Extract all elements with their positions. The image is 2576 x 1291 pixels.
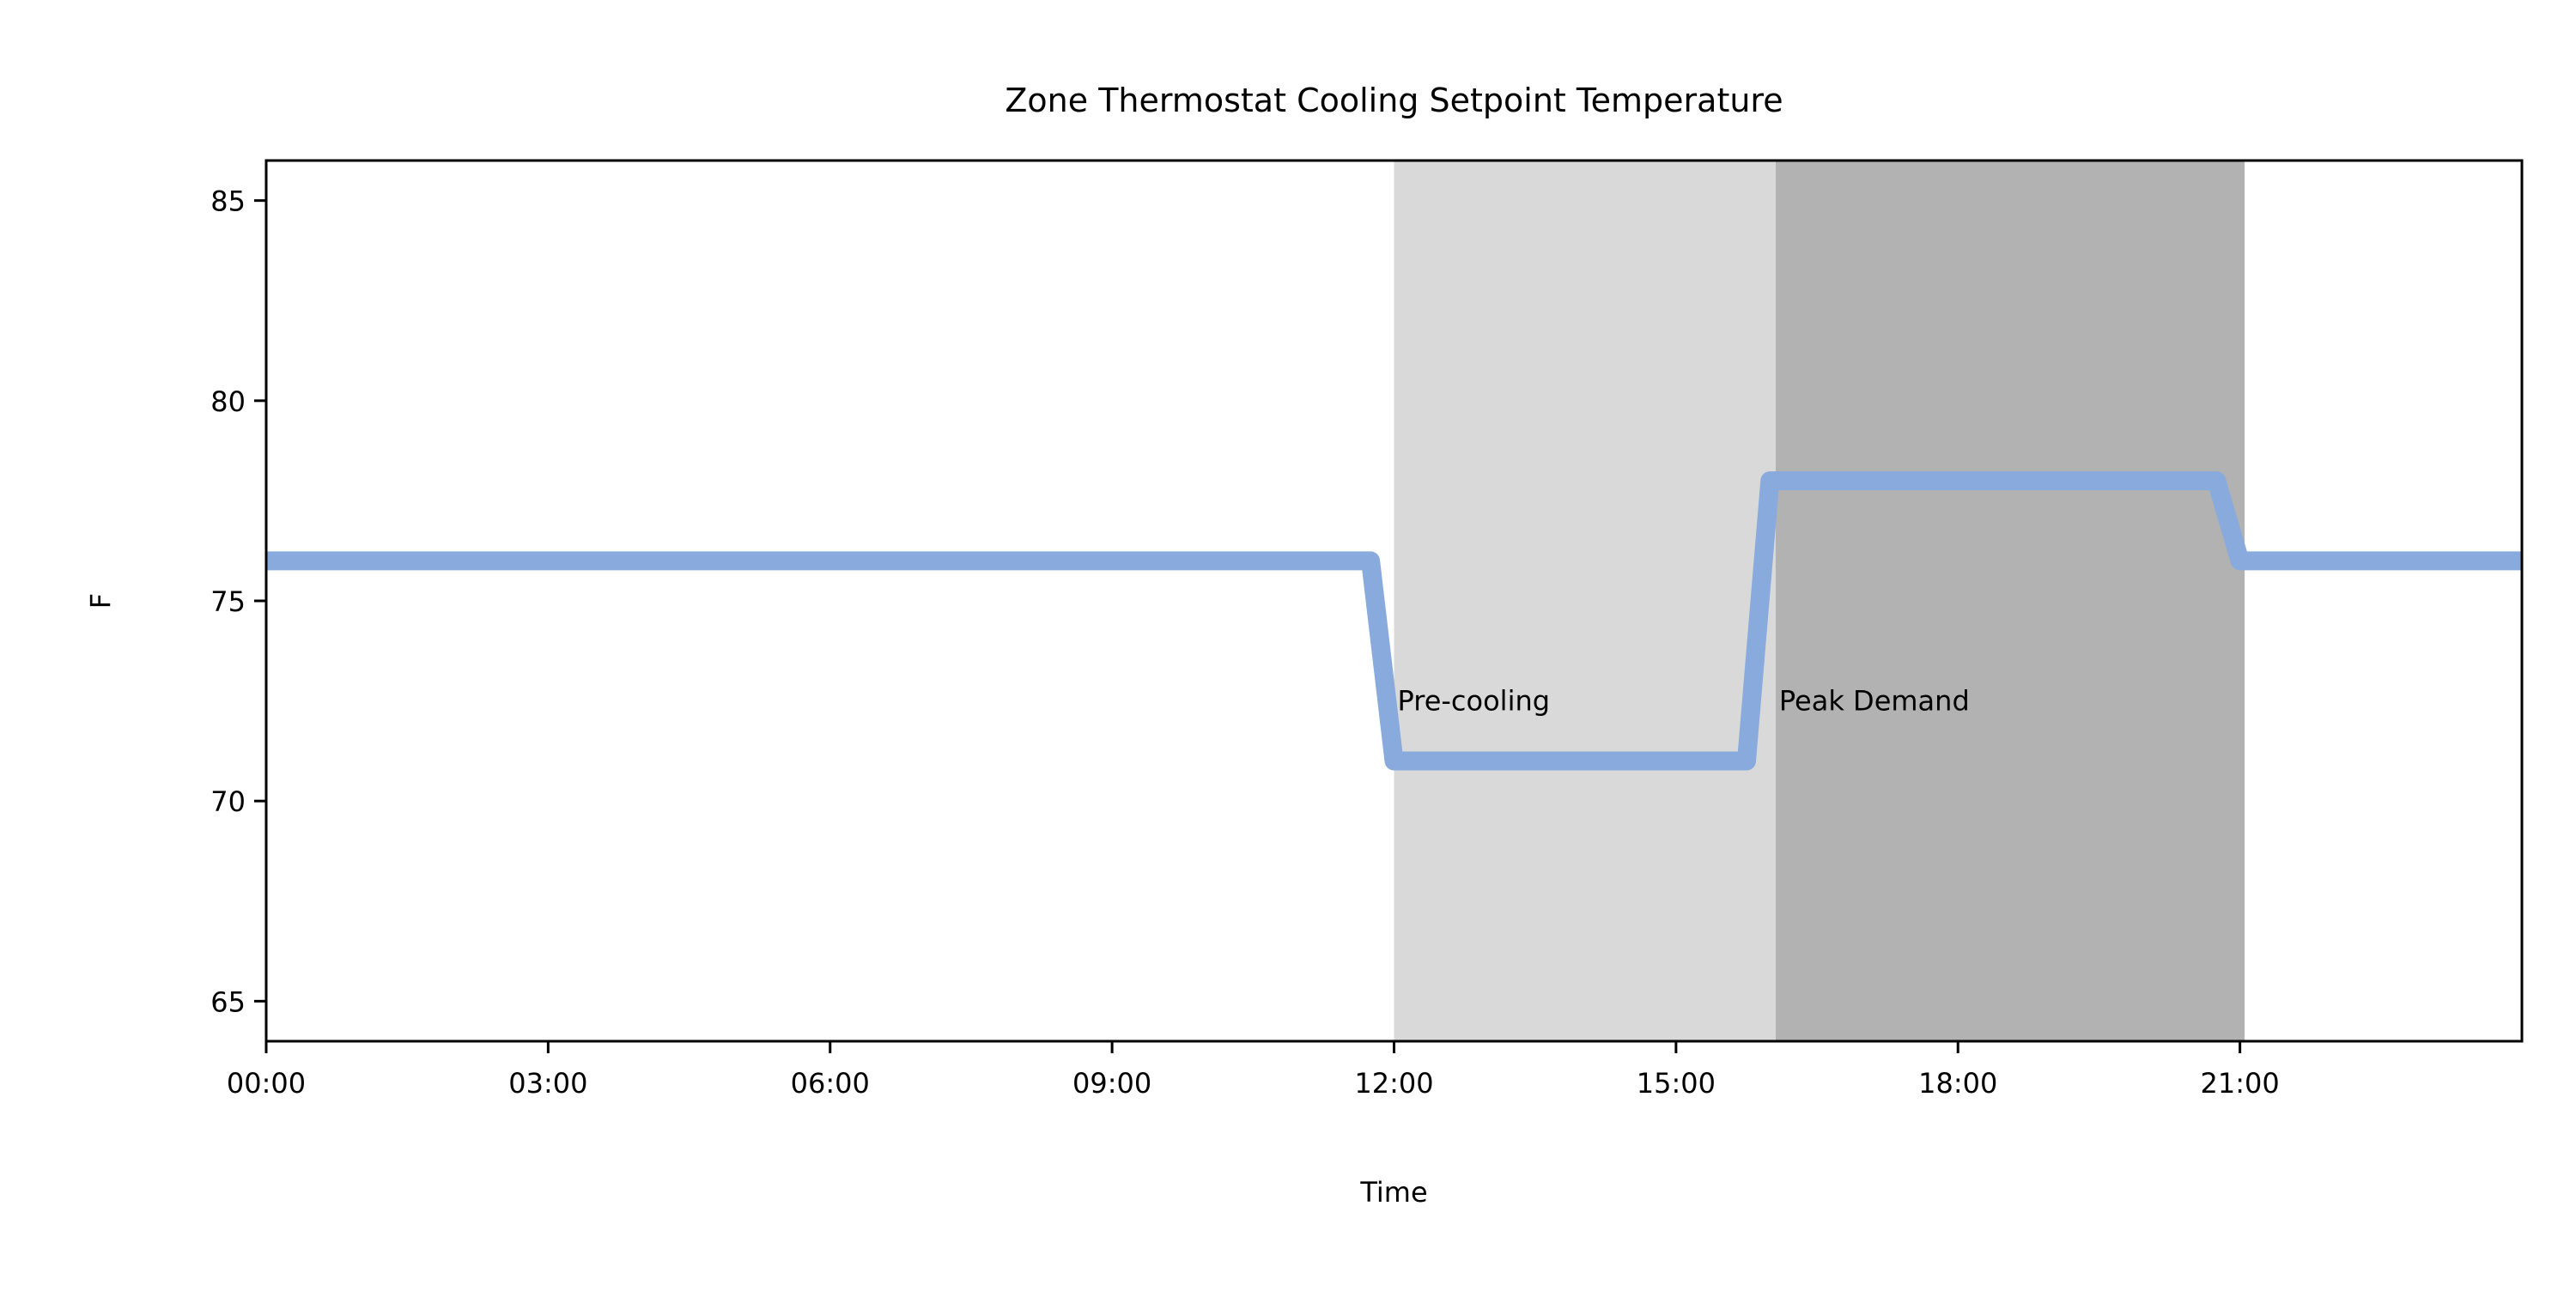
y-tick-label: 65 xyxy=(210,985,246,1018)
x-tick-label: 06:00 xyxy=(791,1067,870,1100)
x-tick-label: 18:00 xyxy=(1918,1067,1997,1100)
x-tick-label: 09:00 xyxy=(1072,1067,1151,1100)
x-axis-label: Time xyxy=(1359,1176,1427,1209)
shaded-region-pre-cooling xyxy=(1394,161,1776,1041)
y-tick-label: 75 xyxy=(210,585,246,618)
x-tick-label: 12:00 xyxy=(1354,1067,1433,1100)
x-tick-label: 15:00 xyxy=(1637,1067,1716,1100)
series-line-0 xyxy=(266,471,2522,771)
shaded-regions xyxy=(1394,161,2245,1041)
series-layer xyxy=(266,471,2522,771)
y-axis-label: F xyxy=(84,593,117,609)
y-tick-label: 85 xyxy=(210,185,246,218)
x-tick-label: 21:00 xyxy=(2201,1067,2280,1100)
shaded-region-peak-demand xyxy=(1775,161,2245,1041)
x-tick-label: 03:00 xyxy=(508,1067,587,1100)
region-label-peak-demand: Peak Demand xyxy=(1779,685,1970,718)
x-axis: 00:00 03:00 06:00 09:00 12:00 15:00 18:00 21:00 xyxy=(227,1041,2280,1100)
region-label-pre-cooling: Pre-cooling xyxy=(1398,685,1551,718)
x-tick-label: 00:00 xyxy=(227,1067,306,1100)
y-tick-label: 80 xyxy=(210,385,246,418)
y-axis: 65 70 75 80 85 xyxy=(210,185,266,1018)
chart-title: Zone Thermostat Cooling Setpoint Tempera… xyxy=(1005,82,1783,119)
region-labels: Pre-cooling Peak Demand xyxy=(1398,685,1970,718)
y-tick-label: 70 xyxy=(210,785,246,818)
